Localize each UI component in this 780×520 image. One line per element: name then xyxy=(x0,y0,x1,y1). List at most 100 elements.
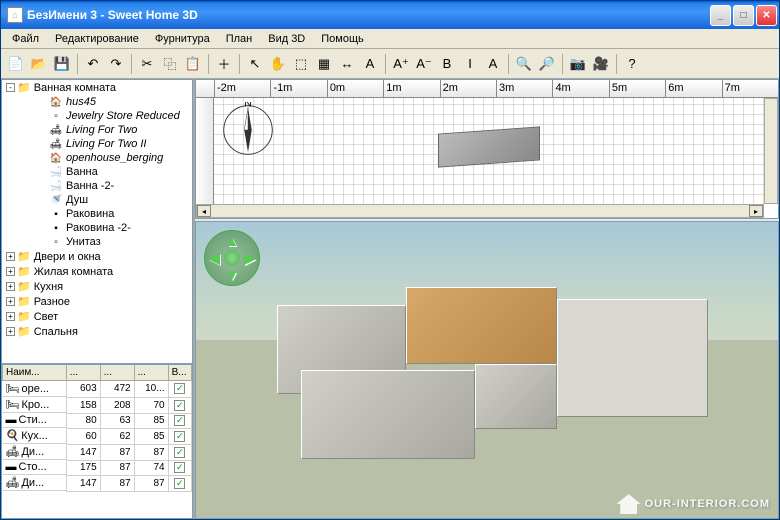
expand-icon[interactable]: + xyxy=(6,282,15,291)
3d-view[interactable]: ▲ ▼ ◀ ▶ OUR-INTERIOR.COM xyxy=(195,221,779,519)
nav-up-icon[interactable]: ▲ xyxy=(225,233,239,249)
cut-icon[interactable]: ✂ xyxy=(136,53,158,75)
tree-node[interactable]: +📁Жилая комната xyxy=(2,264,192,279)
3d-nav-control[interactable]: ▲ ▼ ◀ ▶ xyxy=(204,230,260,286)
text-size-down-icon[interactable]: A⁻ xyxy=(413,53,435,75)
undo-icon[interactable]: ↶ xyxy=(82,53,104,75)
tree-node[interactable]: +📁Кухня xyxy=(2,279,192,294)
tree-node[interactable]: 🏠openhouse_berging xyxy=(2,151,192,165)
menu-Помощь[interactable]: Помощь xyxy=(314,31,371,47)
close-button[interactable]: ✕ xyxy=(756,5,777,26)
add-furniture-icon[interactable]: ＋ xyxy=(213,53,235,75)
menu-Файл[interactable]: Файл xyxy=(5,31,46,47)
table-row[interactable]: 🛏Кро...15820870✓ xyxy=(3,397,192,413)
wall-icon[interactable]: ⬚ xyxy=(290,53,312,75)
visible-checkbox[interactable]: ✓ xyxy=(174,478,185,489)
col-header[interactable]: ... xyxy=(66,365,100,381)
table-row[interactable]: 🛋Ди...1478787✓ xyxy=(3,475,192,491)
text-icon[interactable]: A xyxy=(359,53,381,75)
col-header[interactable]: ... xyxy=(100,365,134,381)
scrollbar-v[interactable] xyxy=(764,98,778,204)
tree-node[interactable]: +📁Разное xyxy=(2,294,192,309)
collapse-icon[interactable]: - xyxy=(6,83,15,92)
nav-down-icon[interactable]: ▼ xyxy=(225,267,239,283)
expand-icon[interactable]: + xyxy=(6,312,15,321)
visible-checkbox[interactable]: ✓ xyxy=(174,462,185,473)
row-icon: 🛋 xyxy=(6,476,20,489)
table-row[interactable]: ▬Сти...806385✓ xyxy=(3,413,192,428)
col-header[interactable]: ... xyxy=(134,365,168,381)
tree-node[interactable]: 🛋Living For Two II xyxy=(2,137,192,151)
text-size-up-icon[interactable]: A⁺ xyxy=(390,53,412,75)
table-row[interactable]: 🛋Ди...1478787✓ xyxy=(3,444,192,460)
visible-checkbox[interactable]: ✓ xyxy=(174,400,185,411)
visible-checkbox[interactable]: ✓ xyxy=(174,447,185,458)
new-icon[interactable]: 📄 xyxy=(5,53,27,75)
scroll-left-icon[interactable]: ◂ xyxy=(197,205,211,217)
tree-node[interactable]: 🛋Living For Two xyxy=(2,123,192,137)
scrollbar-h[interactable]: ◂▸ xyxy=(196,204,764,218)
tree-node[interactable]: ▪Раковина -2- xyxy=(2,221,192,235)
plan-canvas[interactable]: N xyxy=(214,98,764,204)
ruler-vertical xyxy=(196,98,214,204)
expand-icon[interactable]: + xyxy=(6,267,15,276)
col-header[interactable]: Наим... xyxy=(3,365,67,381)
tree-node[interactable]: 🚿Душ xyxy=(2,193,192,207)
tree-node[interactable]: -📁Ванная комната xyxy=(2,80,192,95)
nav-right-icon[interactable]: ▶ xyxy=(244,250,255,267)
tree-node[interactable]: 🛁Ванна xyxy=(2,165,192,179)
pan-icon[interactable]: ✋ xyxy=(267,53,289,75)
nav-center-icon[interactable] xyxy=(224,250,240,266)
scroll-right-icon[interactable]: ▸ xyxy=(749,205,763,217)
photo-icon[interactable]: 📷 xyxy=(567,53,589,75)
tree-node[interactable]: +📁Спальня xyxy=(2,324,192,339)
zoom-out-icon[interactable]: 🔎 xyxy=(536,53,558,75)
tree-node[interactable]: 🏠hus45 xyxy=(2,95,192,109)
compass-icon[interactable]: N xyxy=(220,102,276,158)
catalog-tree[interactable]: -📁Ванная комната🏠hus45▫Jewelry Store Red… xyxy=(1,79,193,364)
room-icon[interactable]: ▦ xyxy=(313,53,335,75)
visible-checkbox[interactable]: ✓ xyxy=(174,431,185,442)
menu-Фурнитура[interactable]: Фурнитура xyxy=(148,31,217,47)
help-icon[interactable]: ? xyxy=(621,53,643,75)
tree-node[interactable]: ▫Jewelry Store Reduced xyxy=(2,109,192,123)
bold-icon[interactable]: B xyxy=(436,53,458,75)
italic-icon[interactable]: I xyxy=(459,53,481,75)
table-row[interactable]: 🍳Кух...606285✓ xyxy=(3,428,192,444)
col-header[interactable]: В... xyxy=(168,365,191,381)
maximize-button[interactable]: □ xyxy=(733,5,754,26)
save-icon[interactable]: 💾 xyxy=(51,53,73,75)
minimize-button[interactable]: _ xyxy=(710,5,731,26)
tree-node[interactable]: +📁Свет xyxy=(2,309,192,324)
visible-checkbox[interactable]: ✓ xyxy=(174,415,185,426)
table-row[interactable]: ▬Сто...1758774✓ xyxy=(3,460,192,475)
zoom-in-icon[interactable]: 🔍 xyxy=(513,53,535,75)
select-icon[interactable]: ↖ xyxy=(244,53,266,75)
item-icon: 🏠 xyxy=(49,97,63,108)
furniture-table[interactable]: Наим............В...🛏ope...60347210...✓🛏… xyxy=(1,364,193,519)
nav-left-icon[interactable]: ◀ xyxy=(209,250,220,267)
dimension-icon[interactable]: ↔ xyxy=(336,53,358,75)
open-icon[interactable]: 📂 xyxy=(28,53,50,75)
tree-label: Living For Two xyxy=(66,124,137,136)
text-align-icon[interactable]: A xyxy=(482,53,504,75)
titlebar[interactable]: ⌂ БезИмени 3 - Sweet Home 3D _ □ ✕ xyxy=(1,1,779,29)
tree-label: openhouse_berging xyxy=(66,152,163,164)
plan-view[interactable]: -2m-1m0m1m2m3m4m5m6m7m N ◂▸ xyxy=(195,79,779,219)
menu-Вид 3D[interactable]: Вид 3D xyxy=(261,31,312,47)
tree-node[interactable]: 🛁Ванна -2- xyxy=(2,179,192,193)
menu-Редактирование[interactable]: Редактирование xyxy=(48,31,146,47)
redo-icon[interactable]: ↷ xyxy=(105,53,127,75)
expand-icon[interactable]: + xyxy=(6,252,15,261)
expand-icon[interactable]: + xyxy=(6,297,15,306)
video-icon[interactable]: 🎥 xyxy=(590,53,612,75)
paste-icon[interactable]: 📋 xyxy=(182,53,204,75)
visible-checkbox[interactable]: ✓ xyxy=(174,383,185,394)
expand-icon[interactable]: + xyxy=(6,327,15,336)
table-row[interactable]: 🛏ope...60347210...✓ xyxy=(3,381,192,398)
tree-node[interactable]: ▫Унитаз xyxy=(2,235,192,249)
copy-icon[interactable]: ⿻ xyxy=(159,53,181,75)
tree-node[interactable]: +📁Двери и окна xyxy=(2,249,192,264)
menu-План[interactable]: План xyxy=(219,31,260,47)
tree-node[interactable]: ▪Раковина xyxy=(2,207,192,221)
